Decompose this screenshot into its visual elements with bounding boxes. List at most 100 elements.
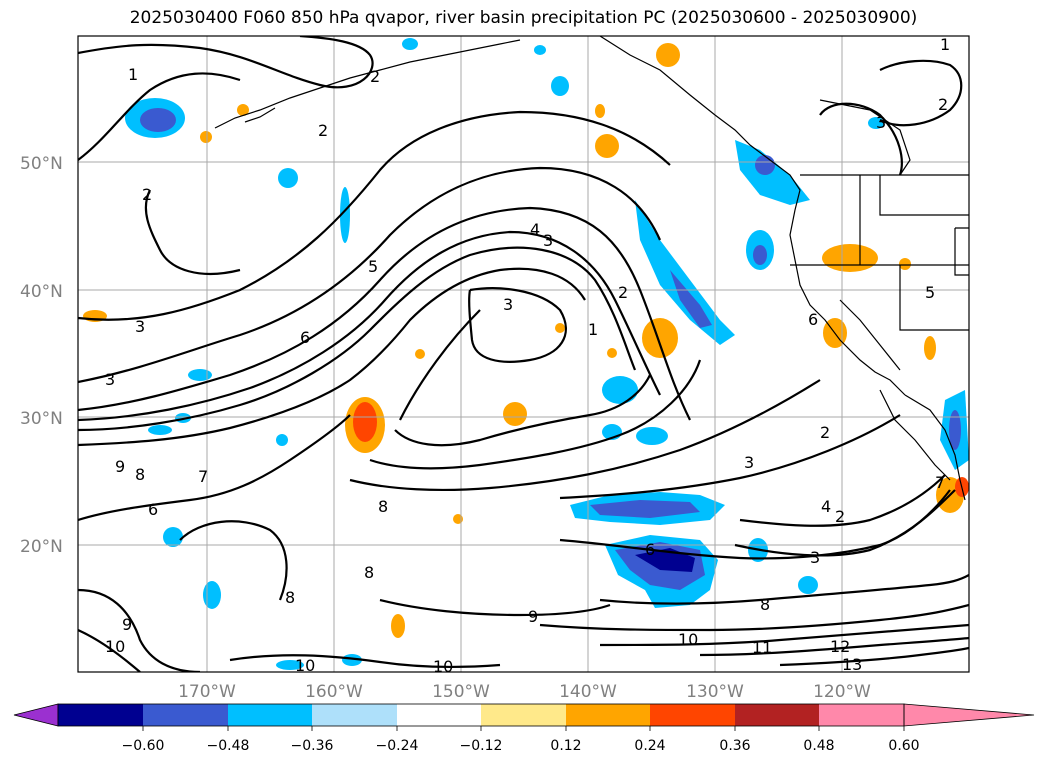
colorbar-extend-max bbox=[903, 703, 1035, 727]
contour-label: 3 bbox=[105, 370, 115, 389]
shade-blob bbox=[949, 410, 961, 450]
shade-blob bbox=[822, 244, 878, 272]
shade-blob bbox=[503, 402, 527, 426]
shade-blob bbox=[140, 108, 176, 132]
contour-label: 8 bbox=[364, 563, 374, 582]
colorbar: −0.60 −0.48 −0.36 −0.24 −0.12 0.12 0.24 … bbox=[13, 703, 1035, 754]
contour-label: 5 bbox=[925, 283, 935, 302]
contour-label: 9 bbox=[528, 607, 538, 626]
map-background bbox=[78, 36, 969, 672]
qvapor-contours bbox=[78, 36, 969, 672]
lon-label: 140°W bbox=[559, 682, 617, 702]
contour-label: 2 bbox=[938, 95, 948, 114]
shade-blob bbox=[278, 168, 298, 188]
contour-label: 9 bbox=[115, 457, 125, 476]
colorbar-swatch bbox=[650, 704, 735, 726]
contour-label: 12 bbox=[830, 637, 850, 656]
contour-label: 3 bbox=[744, 453, 754, 472]
gridlines bbox=[78, 36, 969, 672]
contour-label: 10 bbox=[105, 637, 125, 656]
lon-label: 120°W bbox=[813, 682, 871, 702]
contour-label: 7 bbox=[935, 473, 945, 492]
contour-label: 2 bbox=[618, 283, 628, 302]
contour-label: 4 bbox=[821, 497, 831, 516]
colorbar-tick-label: −0.60 bbox=[122, 738, 165, 754]
contour-label: 3 bbox=[503, 295, 513, 314]
lat-label: 30°N bbox=[20, 409, 63, 429]
shade-blob bbox=[353, 402, 377, 442]
shade-blob bbox=[924, 336, 936, 360]
shade-blob bbox=[276, 660, 304, 670]
contour-label: 2 bbox=[142, 185, 152, 204]
contour-label: 13 bbox=[842, 655, 862, 674]
lat-label: 20°N bbox=[20, 537, 63, 557]
colorbar-tick-label: −0.36 bbox=[291, 738, 334, 754]
figure-title: 2025030400 F060 850 hPa qvapor, river ba… bbox=[129, 8, 918, 28]
shade-blob bbox=[551, 76, 569, 96]
contour-label: 11 bbox=[752, 638, 772, 657]
contour-label: 1 bbox=[940, 35, 950, 54]
lon-label: 160°W bbox=[305, 682, 363, 702]
shade-blob bbox=[534, 45, 546, 55]
longitude-labels: 170°W 160°W 150°W 140°W 130°W 120°W bbox=[178, 682, 871, 702]
shade-blob bbox=[200, 131, 212, 143]
shade-blob bbox=[656, 43, 680, 67]
precip-shading-negative bbox=[125, 38, 969, 670]
map-frame bbox=[77, 35, 970, 673]
colorbar-swatch bbox=[735, 704, 819, 726]
lat-label: 40°N bbox=[20, 282, 63, 302]
shade-blob bbox=[753, 245, 767, 265]
contour-label: 1 bbox=[588, 320, 598, 339]
shade-blob bbox=[402, 38, 418, 50]
colorbar-ticks bbox=[142, 726, 905, 731]
contour-label: 8 bbox=[378, 497, 388, 516]
shade-blob bbox=[798, 576, 818, 594]
contour-label: 10 bbox=[678, 630, 698, 649]
lon-label: 170°W bbox=[178, 682, 236, 702]
shade-blob bbox=[607, 348, 617, 358]
colorbar-tick-label: 0.12 bbox=[550, 738, 581, 754]
contour-label: 2 bbox=[370, 67, 380, 86]
colorbar-tick-label: 0.48 bbox=[803, 738, 834, 754]
shade-blob bbox=[595, 104, 605, 118]
contour-label: 6 bbox=[645, 540, 655, 559]
latitude-labels: 50°N 40°N 30°N 20°N bbox=[20, 154, 63, 557]
colorbar-swatch bbox=[566, 704, 650, 726]
colorbar-swatch bbox=[228, 704, 312, 726]
lat-label: 50°N bbox=[20, 154, 63, 174]
colorbar-tick-label: 0.24 bbox=[634, 738, 665, 754]
contour-label: 8 bbox=[760, 595, 770, 614]
contour-label: 2 bbox=[835, 507, 845, 526]
shade-blob bbox=[755, 155, 775, 175]
shade-blob bbox=[276, 434, 288, 446]
lon-label: 150°W bbox=[432, 682, 490, 702]
colorbar-tick-label: −0.12 bbox=[460, 738, 503, 754]
shade-blob bbox=[602, 376, 638, 404]
shade-blob bbox=[391, 614, 405, 638]
contour-label: 5 bbox=[368, 257, 378, 276]
shade-blob bbox=[635, 200, 735, 345]
shade-blob bbox=[188, 369, 212, 381]
contour-label: 6 bbox=[148, 500, 158, 519]
contour-label: 6 bbox=[808, 310, 818, 329]
colorbar-swatch bbox=[397, 704, 481, 726]
colorbar-tick-label: 0.36 bbox=[719, 738, 750, 754]
contour-label: 10 bbox=[295, 656, 315, 675]
colorbar-swatch bbox=[58, 704, 143, 726]
lon-label: 130°W bbox=[686, 682, 744, 702]
contour-label: 2 bbox=[318, 121, 328, 140]
contour-label: 8 bbox=[285, 588, 295, 607]
shade-blob bbox=[590, 500, 700, 518]
contour-label: 3 bbox=[810, 548, 820, 567]
shade-blob bbox=[148, 425, 172, 435]
shade-blob bbox=[237, 104, 249, 116]
contour-label: 1 bbox=[128, 65, 138, 84]
shade-blob bbox=[670, 270, 712, 328]
contour-labels: 1 2 2 2 2 1 3 3 3 4 3 5 6 7 8 9 3 1 2 2 … bbox=[105, 35, 950, 675]
contour-label: 4 bbox=[530, 220, 540, 239]
shade-blob bbox=[555, 323, 565, 333]
contour-label: 9 bbox=[122, 615, 132, 634]
shade-blob bbox=[340, 187, 350, 243]
contour-label: 3 bbox=[543, 231, 553, 250]
